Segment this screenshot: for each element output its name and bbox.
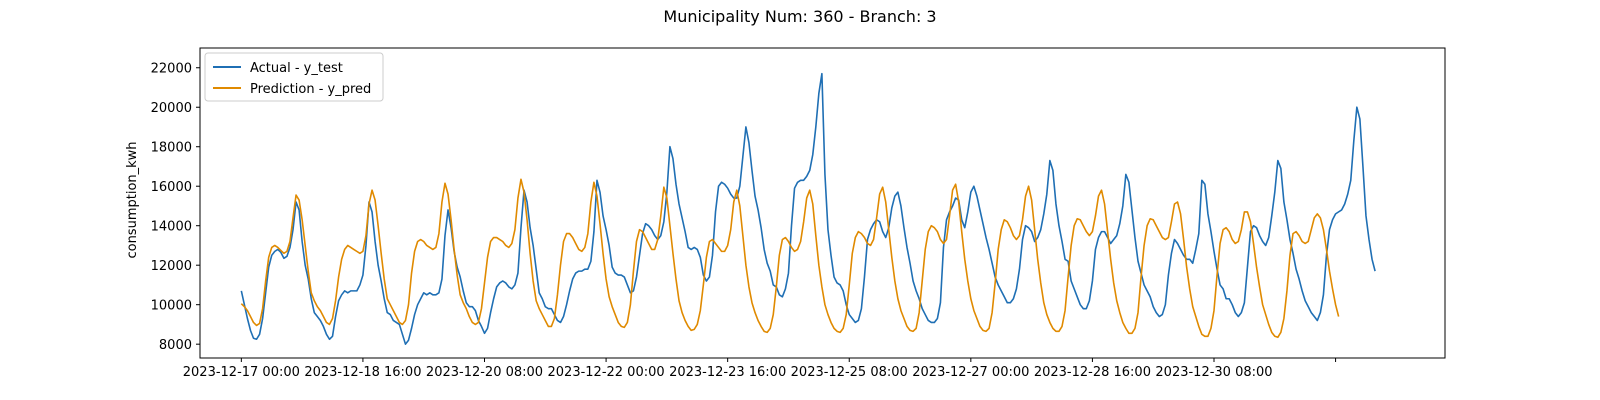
y-tick-label: 12000 xyxy=(151,259,192,274)
x-tick-label: 2023-12-28 16:00 xyxy=(1034,365,1151,380)
x-tick-label: 2023-12-17 00:00 xyxy=(183,365,300,380)
legend-label: Actual - y_test xyxy=(250,61,343,76)
y-tick-label: 16000 xyxy=(151,180,192,195)
x-tick-label: 2023-12-20 08:00 xyxy=(426,365,543,380)
series-line-prediction xyxy=(240,178,1340,339)
y-tick-label: 18000 xyxy=(151,141,192,156)
y-tick-label: 14000 xyxy=(151,220,192,235)
y-tick-label: 20000 xyxy=(151,101,192,116)
plot-frame xyxy=(199,47,1446,359)
x-tick-label: 2023-12-23 16:00 xyxy=(669,365,786,380)
chart-title: Municipality Num: 360 - Branch: 3 xyxy=(663,7,936,26)
legend-label: Prediction - y_pred xyxy=(250,82,371,97)
series-line-actual xyxy=(240,72,1376,345)
x-tick-label: 2023-12-25 08:00 xyxy=(791,365,908,380)
y-axis-label: consumption_kwh xyxy=(125,141,140,258)
y-tick-label: 10000 xyxy=(151,299,192,314)
x-axis: 2023-12-17 00:00 2023-12-18 16:00 2023-12-… xyxy=(183,358,1337,380)
x-tick-label: 2023-12-30 08:00 xyxy=(1155,365,1272,380)
y-tick-label: 22000 xyxy=(151,62,192,77)
y-axis: 8000 10000 12000 14000 16000 18000 20000 22000 xyxy=(151,62,200,353)
legend-box xyxy=(204,52,384,102)
x-tick-label: 2023-12-18 16:00 xyxy=(304,365,421,380)
x-tick-label: 2023-12-22 00:00 xyxy=(548,365,665,380)
y-tick-label: 8000 xyxy=(159,338,192,353)
series-layer xyxy=(240,72,1376,345)
legend: Actual - y_test Prediction - y_pred xyxy=(204,52,384,102)
x-tick-label: 2023-12-27 00:00 xyxy=(912,365,1029,380)
